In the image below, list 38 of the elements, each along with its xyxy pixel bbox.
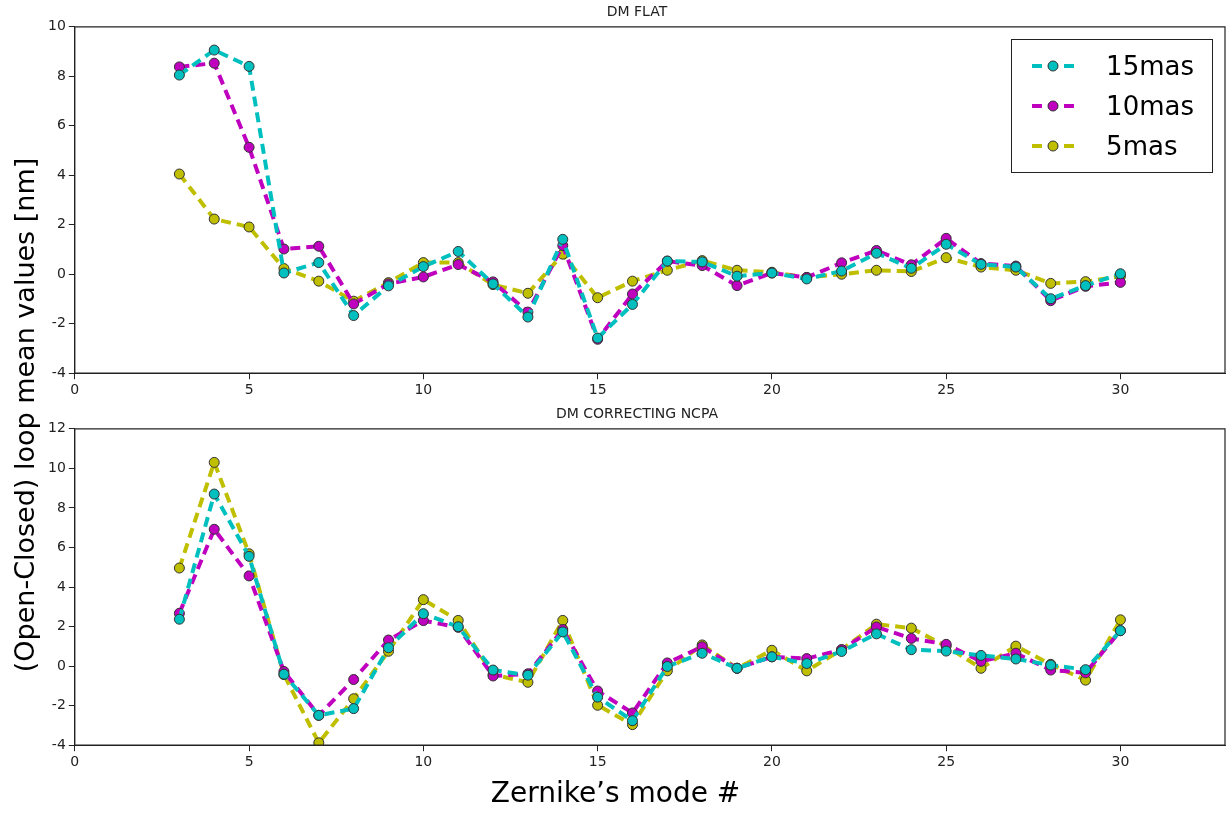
x-axis-title: Zernike’s mode # [489,776,742,809]
legend-label: 10mas [1106,89,1194,123]
y-tick-label: -4 [51,363,66,380]
y-tick-label: 4 [56,577,66,594]
x-tick-label: 5 [244,753,254,770]
x-tick-label: 10 [414,381,433,398]
y-tick-label: 0 [56,264,66,281]
x-tick-label: 0 [70,753,80,770]
y-tick-label: 8 [56,66,66,83]
y-axis-title: (Open-Closed) loop mean values [nm] [8,156,41,675]
x-tick-label: 10 [414,753,433,770]
x-tick-label: 30 [1111,381,1130,398]
legend-label: 15mas [1106,49,1194,83]
x-tick-label: 25 [937,753,956,770]
y-tick-label: -2 [51,314,66,331]
y-tick-label: 4 [56,165,66,182]
y-tick-label: 6 [56,538,66,555]
y-tick-label: -4 [51,735,66,752]
x-tick-label: 5 [244,381,254,398]
y-tick-label: 6 [56,116,66,133]
y-tick-label: 8 [56,498,66,515]
x-tick-label: 30 [1111,753,1130,770]
y-tick-label: 2 [56,215,66,232]
chart-title: DM CORRECTING NCPA [555,405,719,422]
y-tick-label: 0 [56,656,66,673]
chart-title: DM FLAT [606,3,668,20]
y-tick-label: 10 [47,17,66,34]
y-tick-label: -2 [51,696,66,713]
y-tick-label: 12 [47,419,66,436]
x-tick-label: 0 [70,381,80,398]
y-tick-label: 2 [56,617,66,634]
x-tick-label: 20 [762,753,781,770]
y-tick-label: 10 [47,458,66,475]
x-tick-label: 20 [762,381,781,398]
x-tick-label: 15 [588,753,607,770]
x-tick-label: 15 [588,381,607,398]
legend-label: 5mas [1106,129,1178,163]
x-tick-label: 25 [937,381,956,398]
